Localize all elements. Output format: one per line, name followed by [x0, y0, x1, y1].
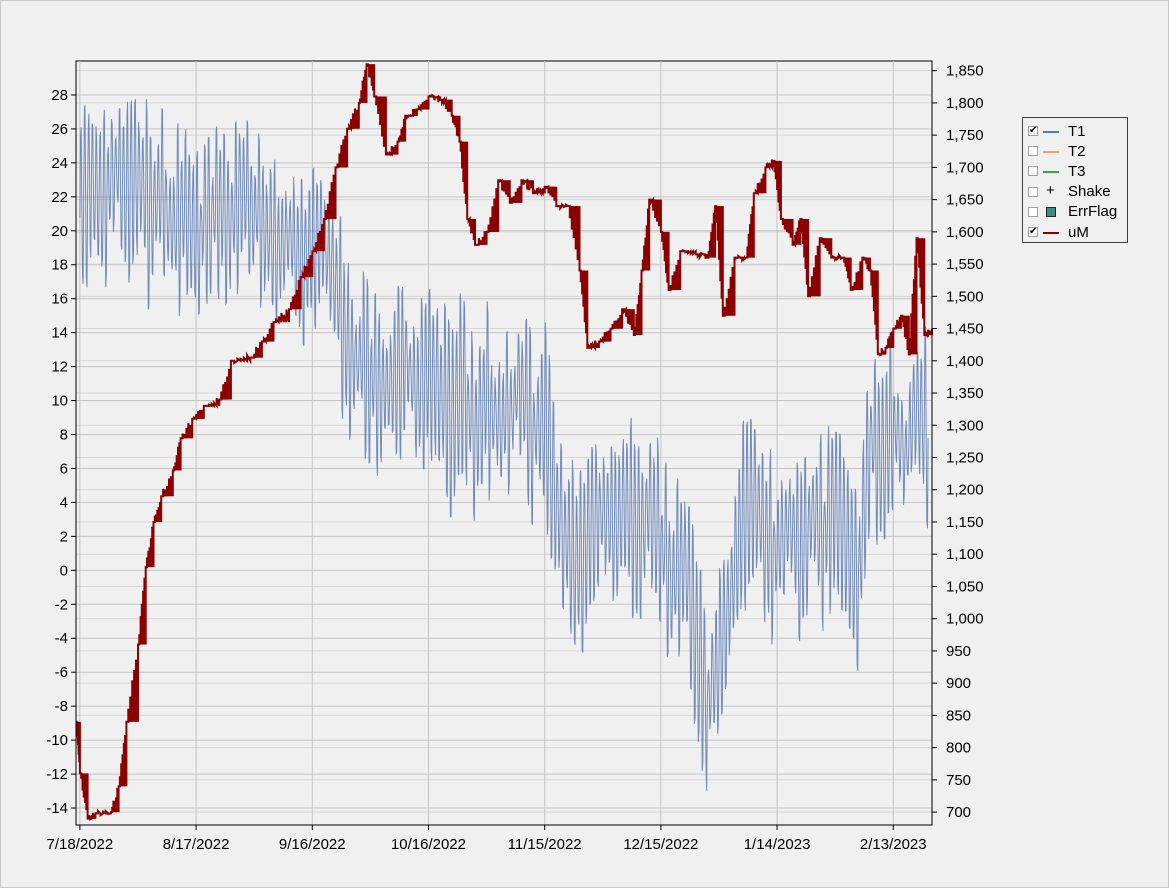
line-marker-icon [1042, 164, 1060, 178]
y-left-tick-label: 10 [51, 393, 68, 410]
line-marker-icon [1042, 124, 1060, 138]
x-tick-label: 1/14/2023 [744, 836, 811, 853]
y-left-tick-label: -10 [46, 732, 68, 749]
y-left-tick-label: 4 [60, 494, 68, 511]
y-right-tick-label: 1,250 [946, 450, 984, 467]
y-right-tick-label: 1,450 [946, 321, 984, 338]
legend-item-t2[interactable]: T2 [1023, 141, 1127, 161]
x-tick-label: 9/16/2022 [279, 836, 346, 853]
legend: ✔ T1 T2 T3 + Shake ErrFlag ✔ uM [1022, 117, 1128, 243]
y-right-tick-label: 950 [946, 643, 971, 660]
plus-marker-icon: + [1046, 181, 1055, 199]
t1-line [79, 99, 929, 791]
y-left-tick-label: -12 [46, 766, 68, 783]
y-left-tick-label: 20 [51, 223, 68, 240]
y-right-tick-label: 1,700 [946, 159, 984, 176]
square-marker-icon [1042, 205, 1060, 219]
line-marker-icon [1042, 144, 1060, 158]
y-right-tick-label: 1,300 [946, 417, 984, 434]
legend-item-um[interactable]: ✔ uM [1023, 222, 1127, 242]
y-right-tick-label: 1,400 [946, 353, 984, 370]
legend-label: ErrFlag [1068, 203, 1118, 221]
t1-series [79, 99, 929, 791]
y-left-tick-label: -4 [55, 630, 68, 647]
x-tick-label: 11/15/2022 [508, 836, 582, 853]
legend-checkbox[interactable] [1028, 146, 1038, 157]
y-right-tick-label: 1,100 [946, 546, 984, 563]
y-left-tick-label: 8 [60, 427, 68, 444]
y-right-tick-label: 1,000 [946, 611, 984, 628]
x-tick-label: 12/15/2022 [623, 836, 698, 853]
y-left-tick-label: 16 [51, 291, 68, 308]
y-left-tick-label: 14 [51, 325, 68, 342]
y-right-tick-label: 1,200 [946, 482, 984, 499]
y-right-tick-label: 800 [946, 740, 971, 757]
legend-label: T2 [1068, 142, 1086, 160]
y-left-tick-label: 22 [51, 189, 68, 206]
y-right-tick-label: 900 [946, 675, 971, 692]
legend-checkbox[interactable]: ✔ [1028, 226, 1038, 238]
y-left-tick-label: 6 [60, 460, 68, 477]
y-right-tick-label: 1,650 [946, 192, 984, 209]
x-tick-label: 2/13/2023 [860, 836, 927, 853]
legend-checkbox[interactable] [1028, 206, 1038, 217]
y-left-tick-label: -14 [46, 800, 68, 817]
legend-item-shake[interactable]: + Shake [1023, 182, 1127, 202]
y-right-tick-label: 1,850 [946, 63, 984, 80]
legend-checkbox[interactable] [1028, 166, 1038, 177]
um-series [75, 63, 933, 821]
um-line [75, 63, 933, 821]
y-left-tick-label: 28 [51, 87, 68, 104]
y-right-tick-label: 1,500 [946, 288, 984, 305]
y-right-tick-label: 1,050 [946, 578, 984, 595]
y-right-tick-label: 1,350 [946, 385, 984, 402]
line-marker-icon [1042, 225, 1060, 239]
y-left-tick-label: -8 [55, 698, 68, 715]
axes: 2826242220181614121086420-2-4-6-8-10-12-… [46, 61, 984, 853]
y-right-tick-label: 750 [946, 772, 971, 789]
y-right-tick-label: 1,800 [946, 95, 984, 112]
x-tick-label: 7/18/2022 [47, 836, 114, 853]
y-left-tick-label: 12 [51, 359, 68, 376]
y-right-tick-label: 1,550 [946, 256, 984, 273]
y-left-tick-label: -6 [55, 664, 68, 681]
legend-label: T3 [1068, 162, 1086, 180]
legend-item-t1[interactable]: ✔ T1 [1023, 121, 1127, 141]
y-left-tick-label: 2 [60, 528, 68, 545]
x-tick-label: 10/16/2022 [391, 836, 466, 853]
gridlines [76, 61, 932, 825]
y-left-tick-label: 0 [60, 562, 68, 579]
y-left-tick-label: 26 [51, 121, 68, 138]
legend-label: Shake [1068, 183, 1111, 201]
y-right-tick-label: 1,750 [946, 127, 984, 144]
y-left-tick-label: 24 [51, 155, 68, 172]
legend-item-t3[interactable]: T3 [1023, 161, 1127, 181]
legend-checkbox[interactable] [1028, 186, 1038, 197]
y-right-tick-label: 1,150 [946, 514, 984, 531]
y-right-tick-label: 1,600 [946, 224, 984, 241]
y-left-tick-label: -2 [55, 596, 68, 613]
y-left-tick-label: 18 [51, 257, 68, 274]
y-right-tick-label: 850 [946, 707, 971, 724]
legend-checkbox[interactable]: ✔ [1028, 125, 1038, 137]
y-right-tick-label: 700 [946, 804, 971, 821]
legend-item-errflag[interactable]: ErrFlag [1023, 202, 1127, 222]
legend-label: uM [1068, 223, 1089, 241]
x-tick-label: 8/17/2022 [163, 836, 230, 853]
legend-label: T1 [1068, 122, 1086, 140]
